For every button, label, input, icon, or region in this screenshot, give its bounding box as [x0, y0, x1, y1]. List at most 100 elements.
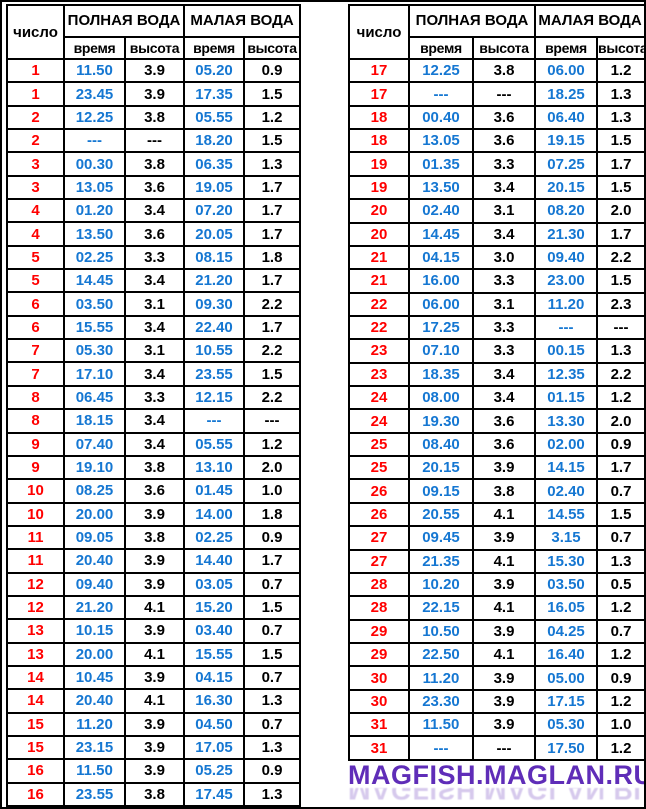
- low-time-cell: 05.30: [534, 712, 599, 738]
- high-time-cell: 09.15: [408, 478, 474, 504]
- high-time-cell: 09.40: [63, 571, 126, 597]
- low-height-cell: 1.5: [596, 128, 644, 154]
- table-row: 10 08.25 3.6 01.45 1.0: [6, 478, 302, 504]
- high-time-cell: 08.00: [408, 385, 474, 411]
- high-time-cell: 20.15: [408, 455, 474, 481]
- high-time-header: время: [408, 36, 474, 60]
- high-height-cell: 3.3: [123, 384, 186, 411]
- low-height-cell: 1.5: [596, 174, 644, 201]
- high-height-cell: ---: [471, 735, 537, 761]
- date-cell: 1: [6, 81, 65, 107]
- high-time-cell: 18.35: [408, 361, 474, 388]
- low-height-cell: 1.7: [243, 548, 302, 574]
- high-time-cell: 11.50: [63, 57, 126, 84]
- low-time-cell: 16.40: [534, 641, 599, 668]
- high-time-cell: 08.40: [408, 431, 474, 458]
- date-cell: 24: [348, 385, 410, 411]
- low-height-cell: 1.5: [596, 501, 644, 528]
- low-height-cell: 1.2: [596, 385, 644, 411]
- date-cell: 7: [6, 361, 65, 387]
- low-height-cell: 1.2: [596, 735, 644, 761]
- high-time-cell: 15.55: [63, 314, 126, 341]
- high-height-cell: 3.8: [471, 478, 537, 504]
- high-height-cell: 3.3: [471, 338, 537, 364]
- date-cell: 25: [348, 431, 410, 458]
- low-height-cell: 1.3: [596, 81, 644, 107]
- high-height-cell: 3.9: [471, 712, 537, 738]
- low-height-cell: 1.3: [596, 104, 644, 131]
- high-time-cell: 01.35: [408, 151, 474, 177]
- high-time-cell: 13.50: [63, 221, 126, 247]
- low-height-cell: 2.2: [243, 291, 302, 317]
- date-cell: 2: [6, 104, 65, 131]
- high-height-cell: 3.8: [123, 104, 186, 131]
- high-height-cell: 3.9: [123, 711, 186, 737]
- low-height-cell: 1.8: [243, 244, 302, 271]
- low-time-cell: 16.30: [183, 688, 246, 714]
- low-time-cell: 15.20: [183, 594, 246, 621]
- low-height-cell: 1.7: [243, 314, 302, 341]
- high-time-header: время: [63, 36, 126, 60]
- date-cell: 22: [348, 291, 410, 317]
- high-time-cell: 12.25: [63, 104, 126, 131]
- low-time-cell: 18.25: [534, 81, 599, 107]
- low-height-cell: 2.0: [243, 454, 302, 481]
- low-height-cell: 1.7: [243, 221, 302, 247]
- high-time-cell: 04.15: [408, 244, 474, 271]
- high-time-cell: 05.30: [63, 338, 126, 364]
- high-time-cell: 02.40: [408, 198, 474, 224]
- date-cell: 21: [348, 268, 410, 294]
- date-cell: 19: [348, 174, 410, 201]
- low-time-cell: 21.30: [534, 221, 599, 247]
- high-height-cell: 3.4: [123, 198, 186, 224]
- date-cell: 23: [348, 361, 410, 388]
- high-height-cell: 3.3: [471, 268, 537, 294]
- high-time-cell: 00.30: [63, 151, 126, 177]
- table-row: 19 13.50 3.4 20.15 1.5: [348, 174, 644, 201]
- table-row: 29 10.50 3.9 04.25 0.7: [348, 618, 644, 644]
- low-time-cell: 04.25: [534, 618, 599, 644]
- high-height-cell: 3.1: [123, 338, 186, 364]
- low-height-cell: 1.2: [243, 431, 302, 457]
- date-cell: 2: [6, 128, 65, 154]
- low-time-cell: 13.10: [183, 454, 246, 481]
- low-height-cell: 2.2: [243, 338, 302, 364]
- date-cell: 23: [348, 338, 410, 364]
- table-row: 8 06.45 3.3 12.15 2.2: [6, 384, 302, 411]
- high-time-cell: 23.55: [63, 781, 126, 807]
- table-row: 24 08.00 3.4 01.15 1.2: [348, 385, 644, 411]
- table-row: 19 01.35 3.3 07.25 1.7: [348, 151, 644, 177]
- high-height-cell: ---: [123, 128, 186, 154]
- table-row: 13 10.15 3.9 03.40 0.7: [6, 618, 302, 644]
- date-cell: 13: [6, 618, 65, 644]
- low-time-header: время: [534, 36, 599, 60]
- header-group-row: число ПОЛНАЯ ВОДА МАЛАЯ ВОДА: [6, 4, 302, 60]
- high-time-cell: 08.25: [63, 478, 126, 504]
- low-height-cell: 2.0: [596, 408, 644, 434]
- date-cell: 25: [348, 455, 410, 481]
- high-time-cell: 13.05: [63, 174, 126, 201]
- date-cell: 27: [348, 525, 410, 551]
- low-height-cell: 1.3: [243, 781, 302, 807]
- high-time-cell: ---: [408, 735, 474, 761]
- high-time-cell: 17.25: [408, 314, 474, 341]
- table-row: 7 17.10 3.4 23.55 1.5: [6, 361, 302, 387]
- date-cell: 6: [6, 314, 65, 341]
- high-time-cell: 22.50: [408, 641, 474, 668]
- low-height-cell: 1.7: [243, 268, 302, 294]
- table-row: 16 23.55 3.8 17.45 1.3: [6, 781, 302, 807]
- low-height-cell: 1.2: [596, 641, 644, 668]
- date-cell: 20: [348, 221, 410, 247]
- header-sub-row: время высота время высота: [7, 36, 302, 60]
- table-row: 26 09.15 3.8 02.40 0.7: [348, 478, 644, 504]
- low-time-cell: 05.25: [183, 758, 246, 784]
- table-row: 20 02.40 3.1 08.20 2.0: [348, 198, 644, 224]
- low-height-cell: 0.9: [596, 665, 644, 691]
- table-row: 15 23.15 3.9 17.05 1.3: [6, 734, 302, 761]
- low-time-cell: 15.30: [534, 548, 599, 574]
- low-time-cell: 06.35: [183, 151, 246, 177]
- date-cell: 4: [6, 221, 65, 247]
- high-time-cell: 20.55: [408, 501, 474, 528]
- low-time-cell: 17.05: [183, 734, 246, 761]
- low-height-cell: 1.8: [243, 501, 302, 527]
